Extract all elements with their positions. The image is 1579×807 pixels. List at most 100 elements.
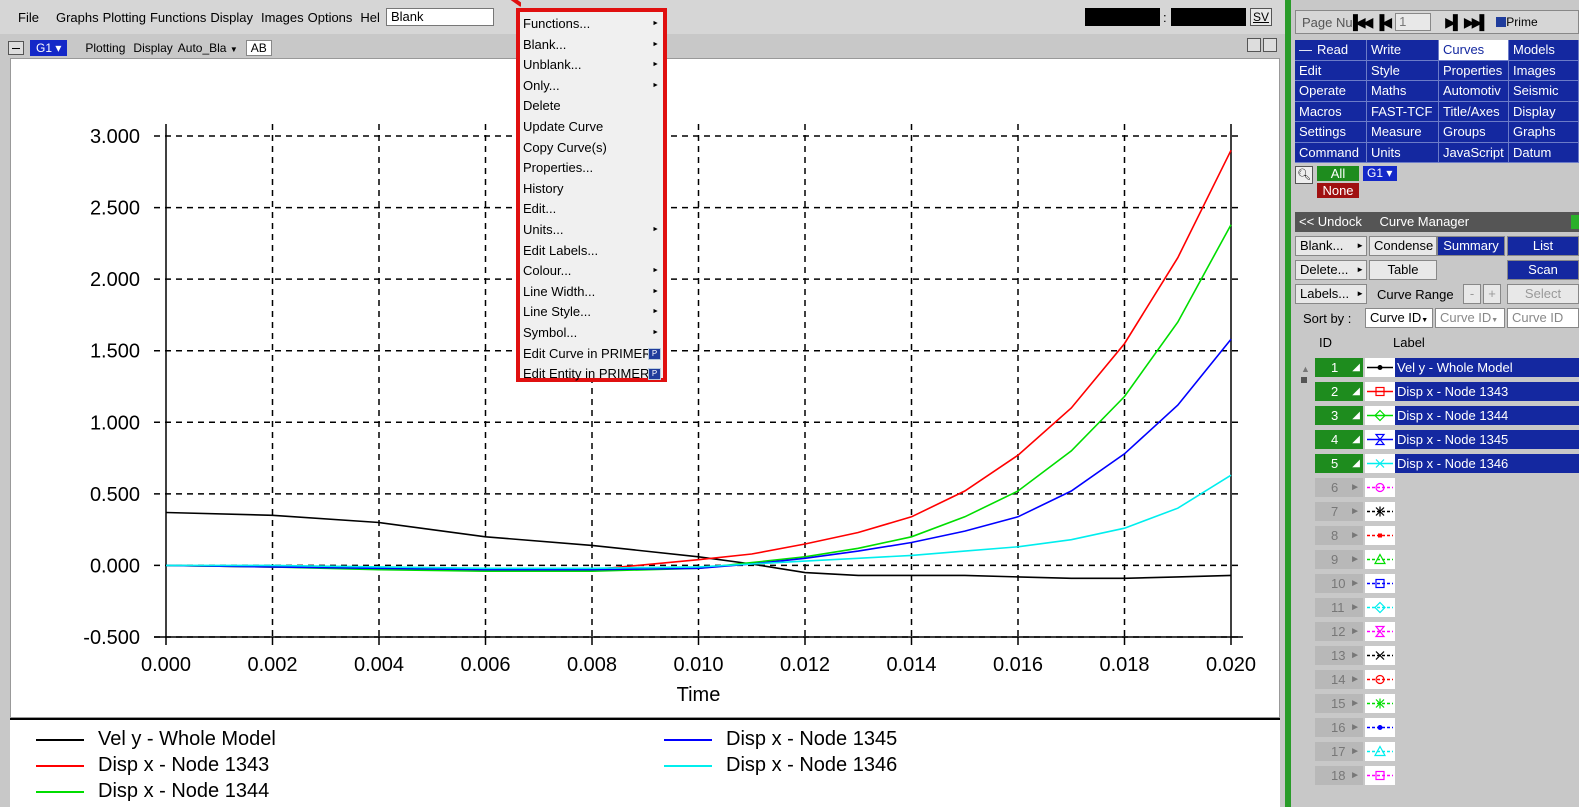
list-scrollbar[interactable]: ▲ — [1301, 360, 1310, 390]
context-menu-delete[interactable]: Delete — [520, 96, 663, 117]
last-page-icon[interactable]: ▶▶▌ — [1463, 13, 1490, 30]
nav-measure[interactable]: Measure — [1367, 122, 1439, 143]
curve-row[interactable]: 8 ► — [1295, 524, 1579, 546]
curve-id-toggle[interactable]: 2 ◢ — [1315, 382, 1363, 401]
context-menu-unblank[interactable]: Unblank... ► — [520, 55, 663, 76]
curve-style-swatch[interactable] — [1365, 670, 1395, 689]
graph-g1-toggle[interactable]: G1 ▾ — [1363, 166, 1397, 181]
prev-page-icon[interactable]: ▐◀ — [1374, 13, 1392, 30]
menu-display[interactable]: Display — [210, 9, 253, 25]
curve-id-toggle[interactable]: 14 ► — [1315, 670, 1363, 689]
pane-divider[interactable] — [1285, 0, 1291, 807]
curve-id-toggle[interactable]: 3 ◢ — [1315, 406, 1363, 425]
curve-style-swatch[interactable] — [1365, 742, 1395, 761]
cm-delete-button[interactable]: Delete... ► — [1295, 260, 1367, 280]
select-none-button[interactable]: None — [1317, 183, 1359, 198]
nav-models[interactable]: Models — [1509, 40, 1579, 61]
cm-labels-button[interactable]: Labels... ► — [1295, 284, 1367, 304]
curve-style-swatch[interactable] — [1365, 454, 1395, 473]
curve-row[interactable]: 17 ► — [1295, 740, 1579, 762]
curve-row[interactable]: 2 ◢ Disp x - Node 1343 — [1295, 380, 1579, 402]
scrollbar-thumb[interactable] — [1301, 377, 1307, 383]
curve-row[interactable]: 1 ◢ Vel y - Whole Model — [1295, 356, 1579, 378]
curve-id-toggle[interactable]: 16 ► — [1315, 718, 1363, 737]
curve-style-swatch[interactable] — [1365, 406, 1395, 425]
ab-button[interactable]: AB — [245, 40, 272, 56]
page-number-input[interactable]: 1 — [1395, 13, 1432, 31]
curve-id-toggle[interactable]: 15 ► — [1315, 694, 1363, 713]
search-icon[interactable]: 🔍︎ — [1295, 166, 1313, 184]
curve-style-swatch[interactable] — [1365, 382, 1395, 401]
context-menu-copy-curves[interactable]: Copy Curve(s) — [520, 138, 663, 159]
curve-id-toggle[interactable]: 9 ► — [1315, 550, 1363, 569]
context-menu-only[interactable]: Only... ► — [520, 76, 663, 97]
blank-mode-field[interactable]: Blank — [385, 8, 494, 26]
curve-row[interactable]: 7 ► — [1295, 500, 1579, 522]
context-menu-edit[interactable]: Edit... — [520, 199, 663, 220]
cm-list-button[interactable]: List — [1507, 236, 1579, 256]
curve-style-swatch[interactable] — [1365, 766, 1395, 785]
nav-style[interactable]: Style — [1367, 60, 1439, 81]
context-menu-symbol[interactable]: Symbol... ► — [520, 323, 663, 344]
curve-style-swatch[interactable] — [1365, 358, 1395, 377]
sv-button[interactable]: SV — [1250, 8, 1272, 26]
select-all-button[interactable]: All — [1317, 166, 1359, 181]
help-indicator[interactable] — [1571, 215, 1579, 229]
curve-style-swatch[interactable] — [1365, 550, 1395, 569]
menu-graphs[interactable]: Graphs — [55, 9, 99, 25]
undock-button[interactable]: << Undock — [1299, 214, 1362, 229]
nav-edit[interactable]: Edit — [1295, 60, 1367, 81]
graph-menu-auto-blank[interactable]: Auto_Bla ▼ — [178, 41, 238, 55]
nav-datum[interactable]: Datum — [1509, 142, 1579, 163]
curve-label[interactable]: Disp x - Node 1343 — [1395, 382, 1579, 401]
context-menu-properties[interactable]: Properties... — [520, 158, 663, 179]
curve-style-swatch[interactable] — [1365, 718, 1395, 737]
menu-help[interactable]: Hel — [360, 9, 380, 25]
nav-write[interactable]: Write — [1367, 40, 1439, 61]
nav-settings[interactable]: Settings — [1295, 122, 1367, 143]
cm-table-button[interactable]: Table — [1369, 260, 1437, 280]
context-menu-blank[interactable]: Blank... ► — [520, 35, 663, 56]
curve-row[interactable]: 10 ► — [1295, 572, 1579, 594]
nav-curves[interactable]: Curves — [1439, 40, 1509, 61]
context-menu-history[interactable]: History — [520, 179, 663, 200]
context-menu-units[interactable]: Units... ► — [520, 220, 663, 241]
curve-id-toggle[interactable]: 13 ► — [1315, 646, 1363, 665]
line-chart[interactable]: 0.000 0.002 0.004 0.006 0.008 0.010 0.012 0.014… — [11, 59, 1281, 719]
primer-link[interactable]: Prime — [1496, 15, 1538, 29]
curve-label[interactable]: Disp x - Node 1345 — [1395, 430, 1579, 449]
curve-style-swatch[interactable] — [1365, 646, 1395, 665]
curve-style-swatch[interactable] — [1365, 478, 1395, 497]
cm-summary-button[interactable]: Summary — [1437, 236, 1505, 256]
curve-id-toggle[interactable]: 10 ► — [1315, 574, 1363, 593]
curve-label[interactable]: Vel y - Whole Model — [1395, 358, 1579, 377]
nav-images[interactable]: Images — [1509, 60, 1579, 81]
graph-restore-button[interactable] — [1247, 38, 1261, 52]
curve-style-swatch[interactable] — [1365, 598, 1395, 617]
next-page-icon[interactable]: ▶▌ — [1445, 13, 1463, 30]
curve-id-toggle[interactable]: 6 ► — [1315, 478, 1363, 497]
nav-display[interactable]: Display — [1509, 101, 1579, 122]
menu-options[interactable]: Options — [307, 9, 353, 25]
first-page-icon[interactable]: ▐◀◀ — [1348, 13, 1374, 30]
cm-blank-button[interactable]: Blank... ► — [1295, 236, 1367, 256]
curve-row[interactable]: 12 ► — [1295, 620, 1579, 642]
cm-range-plus-button[interactable]: + — [1483, 284, 1501, 304]
curve-row[interactable]: 9 ► — [1295, 548, 1579, 570]
curve-label[interactable]: Disp x - Node 1346 — [1395, 454, 1579, 473]
context-menu-edit-labels[interactable]: Edit Labels... — [520, 241, 663, 262]
graph-minimize-button[interactable] — [8, 41, 24, 55]
graph-menu-display[interactable]: Display — [133, 41, 173, 55]
curve-style-swatch[interactable] — [1365, 526, 1395, 545]
nav-command[interactable]: Command — [1295, 142, 1367, 163]
curve-id-toggle[interactable]: 17 ► — [1315, 742, 1363, 761]
nav-units[interactable]: Units — [1367, 142, 1439, 163]
menu-file[interactable]: File — [18, 9, 39, 25]
nav-macros[interactable]: Macros — [1295, 101, 1367, 122]
curve-style-swatch[interactable] — [1365, 502, 1395, 521]
curve-row[interactable]: 4 ◢ Disp x - Node 1345 — [1295, 428, 1579, 450]
context-menu-update-curve[interactable]: Update Curve — [520, 117, 663, 138]
curve-id-toggle[interactable]: 18 ► — [1315, 766, 1363, 785]
nav-javascript[interactable]: JavaScript — [1439, 142, 1509, 163]
curve-row[interactable]: 5 ◢ Disp x - Node 1346 — [1295, 452, 1579, 474]
